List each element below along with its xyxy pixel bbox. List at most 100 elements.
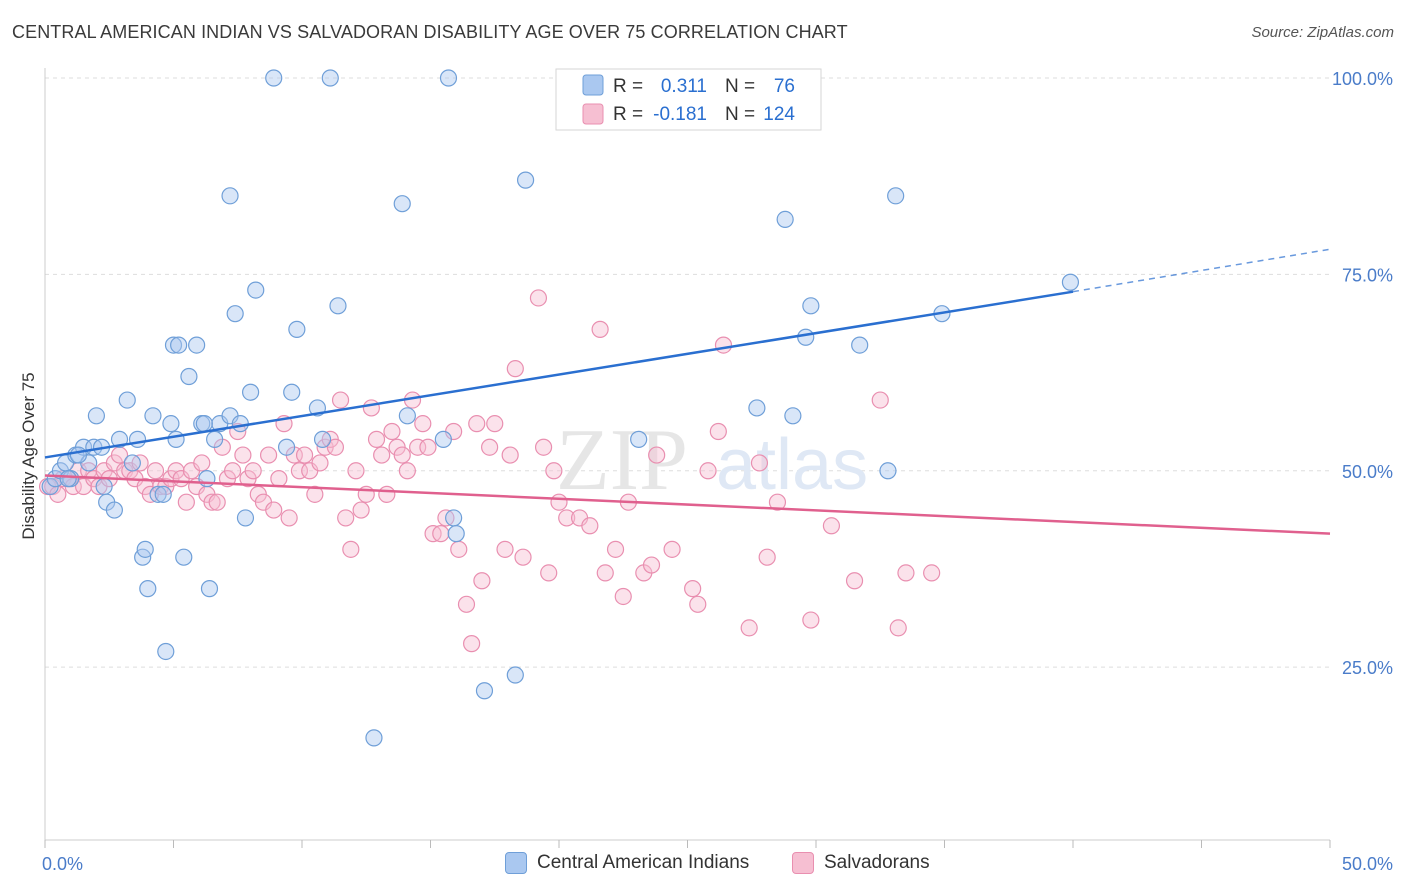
legend-r-value-2: -0.181 xyxy=(653,104,707,125)
data-point xyxy=(475,682,494,700)
data-point xyxy=(136,540,154,558)
legend-label-central-american-indians: Central American Indians xyxy=(537,852,750,873)
data-point xyxy=(177,493,195,511)
central-american-indians-points xyxy=(41,69,1080,747)
data-point xyxy=(69,446,88,464)
data-point xyxy=(648,446,666,464)
x-tick-label-min: 0.0% xyxy=(42,854,83,874)
data-point xyxy=(118,391,136,409)
data-point xyxy=(550,493,568,511)
data-point xyxy=(802,611,820,629)
data-point xyxy=(311,454,329,472)
data-point xyxy=(280,509,298,527)
data-point xyxy=(347,462,365,480)
data-point xyxy=(247,281,265,299)
y-tick-label-25: 25.0% xyxy=(1342,658,1393,678)
data-point xyxy=(439,69,458,87)
data-point xyxy=(581,517,599,535)
legend-n-label-1: N = xyxy=(725,76,755,97)
grid-lines xyxy=(45,77,1330,668)
data-point xyxy=(224,462,242,480)
data-point xyxy=(221,187,239,205)
data-point xyxy=(105,501,123,519)
data-point xyxy=(242,383,260,401)
data-point xyxy=(288,320,306,338)
legend-n-value-2: 124 xyxy=(763,104,795,125)
data-point xyxy=(545,462,563,480)
data-point xyxy=(265,69,283,87)
data-point xyxy=(630,430,648,448)
legend-swatch-salvadorans xyxy=(792,852,814,874)
watermark-atlas: atlas xyxy=(716,425,868,505)
trend-line-extension-central-american-indians xyxy=(1072,248,1331,293)
data-point xyxy=(414,415,432,433)
data-point xyxy=(447,525,465,543)
data-point xyxy=(784,407,802,425)
data-point xyxy=(540,564,558,582)
data-point xyxy=(393,446,411,464)
data-point xyxy=(167,430,185,448)
data-point xyxy=(149,485,167,503)
y-tick-labels: 25.0% 50.0% 75.0% 100.0% xyxy=(1332,69,1393,678)
data-point xyxy=(398,462,416,480)
data-point xyxy=(352,501,370,519)
data-point xyxy=(887,187,905,205)
salvadorans-points xyxy=(38,289,941,653)
data-point xyxy=(596,564,614,582)
data-point xyxy=(373,446,391,464)
legend-item-salvadorans: Salvadorans xyxy=(792,852,930,874)
series-legend: Central American Indians Salvadorans xyxy=(0,852,1406,880)
watermark-zip: ZIP xyxy=(556,412,688,509)
data-point xyxy=(689,595,707,613)
data-point xyxy=(768,493,787,511)
x-tick-labels: 0.0% 50.0% xyxy=(42,854,1393,874)
legend-n-label-2: N = xyxy=(725,104,755,125)
data-point xyxy=(851,336,869,354)
data-point xyxy=(383,422,401,441)
data-point xyxy=(614,587,632,606)
data-point xyxy=(709,422,727,441)
data-point xyxy=(331,391,350,409)
legend-swatch-pink xyxy=(582,103,604,125)
data-point xyxy=(506,666,524,684)
data-point xyxy=(378,485,396,503)
data-point xyxy=(871,391,889,409)
chart-title: CENTRAL AMERICAN INDIAN VS SALVADORAN DI… xyxy=(12,22,848,42)
data-point xyxy=(175,548,193,566)
data-point xyxy=(313,430,332,448)
data-point xyxy=(496,540,514,558)
data-point xyxy=(663,540,681,558)
data-point xyxy=(432,525,450,543)
data-point xyxy=(110,430,129,448)
data-point xyxy=(123,454,141,472)
data-point xyxy=(419,438,437,456)
data-point xyxy=(684,580,702,598)
data-point xyxy=(162,415,180,433)
data-point xyxy=(208,493,226,511)
data-point xyxy=(283,383,301,401)
data-point xyxy=(326,438,345,456)
data-point xyxy=(270,470,288,488)
data-point xyxy=(193,454,211,472)
data-point xyxy=(295,446,314,464)
trend-lines xyxy=(44,248,1331,535)
data-point xyxy=(740,619,758,637)
data-point xyxy=(188,336,206,354)
data-point xyxy=(434,430,452,448)
data-point xyxy=(157,642,175,661)
legend-swatch-blue xyxy=(582,74,604,96)
data-point xyxy=(450,540,468,558)
axes xyxy=(44,68,1331,848)
data-point xyxy=(797,328,815,346)
data-point xyxy=(337,509,355,527)
data-point xyxy=(516,171,535,189)
data-point xyxy=(445,509,463,527)
data-point xyxy=(758,548,776,566)
y-tick-label-50: 50.0% xyxy=(1342,462,1393,482)
data-point xyxy=(144,407,162,425)
data-point xyxy=(802,297,820,315)
data-point xyxy=(59,470,77,488)
y-tick-label-100: 100.0% xyxy=(1332,69,1393,89)
data-point xyxy=(329,297,347,315)
data-point xyxy=(897,564,915,582)
